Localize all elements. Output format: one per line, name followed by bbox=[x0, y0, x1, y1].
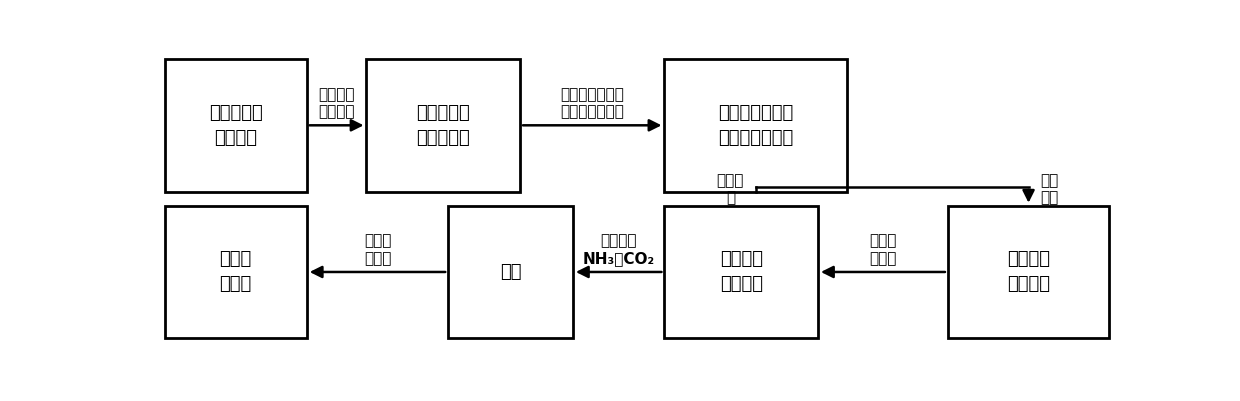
Text: 置换吸
附甲烷: 置换吸 附甲烷 bbox=[363, 233, 391, 266]
Text: 通缝扩
吭: 通缝扩 吭 bbox=[717, 173, 744, 206]
Text: 注入空
气驱替: 注入空 气驱替 bbox=[219, 251, 252, 294]
Text: 将培育好的微生
物菌种注入煤层: 将培育好的微生 物菌种注入煤层 bbox=[718, 104, 794, 147]
Text: 确定合适
研究区域: 确定合适 研究区域 bbox=[319, 87, 355, 119]
Bar bbox=[665, 206, 818, 338]
Text: 分解生成
NH₃和CO₂: 分解生成 NH₃和CO₂ bbox=[583, 233, 655, 266]
Text: 疏通渗
流通道: 疏通渗 流通道 bbox=[869, 233, 897, 266]
Bar bbox=[448, 206, 573, 338]
Bar bbox=[165, 206, 306, 338]
Text: 选择并培育
微生物菌种: 选择并培育 微生物菌种 bbox=[417, 104, 470, 147]
Text: 注入煤溶
液降解菌: 注入煤溶 液降解菌 bbox=[1007, 251, 1050, 294]
Bar bbox=[947, 206, 1110, 338]
Text: 焖井: 焖井 bbox=[500, 263, 521, 281]
Bar bbox=[165, 59, 306, 192]
Text: 培育适合研究区
域的微生物菌种: 培育适合研究区 域的微生物菌种 bbox=[560, 87, 624, 119]
Bar bbox=[367, 59, 521, 192]
Text: 注入生气
物水溶液: 注入生气 物水溶液 bbox=[719, 251, 763, 294]
Text: 选择并确定
合适井组: 选择并确定 合适井组 bbox=[208, 104, 263, 147]
Text: 煤层
增温: 煤层 增温 bbox=[1040, 173, 1058, 206]
Bar bbox=[665, 59, 847, 192]
